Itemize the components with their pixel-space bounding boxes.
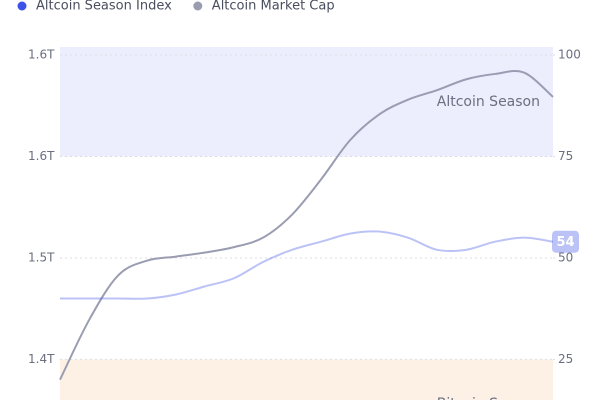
band-label: Bitcoin Season: [437, 396, 540, 400]
legend-label: Altcoin Market Cap: [212, 0, 335, 14]
band-label: Altcoin Season: [437, 94, 540, 110]
y-tick-label: 1.6T: [28, 48, 55, 62]
series-line: [59, 230, 554, 300]
season-band: [60, 47, 553, 157]
y-tick-label: 1.6T: [28, 149, 55, 163]
value-label: 54: [556, 235, 574, 250]
y2-tick-label: 75: [558, 149, 573, 163]
y2-tick-label: 50: [558, 250, 573, 264]
y2-tick-label: 25: [558, 352, 573, 366]
y-tick-label: 1.5T: [28, 250, 55, 264]
legend-label: Altcoin Season Index: [36, 0, 172, 14]
legend-marker: [17, 1, 27, 11]
legend-marker: [193, 1, 203, 11]
series-line: [59, 70, 554, 381]
season-band: [60, 359, 553, 400]
y2-tick-label: 100: [558, 48, 581, 62]
y-tick-label: 1.4T: [28, 352, 55, 366]
value-badge: [552, 230, 579, 253]
